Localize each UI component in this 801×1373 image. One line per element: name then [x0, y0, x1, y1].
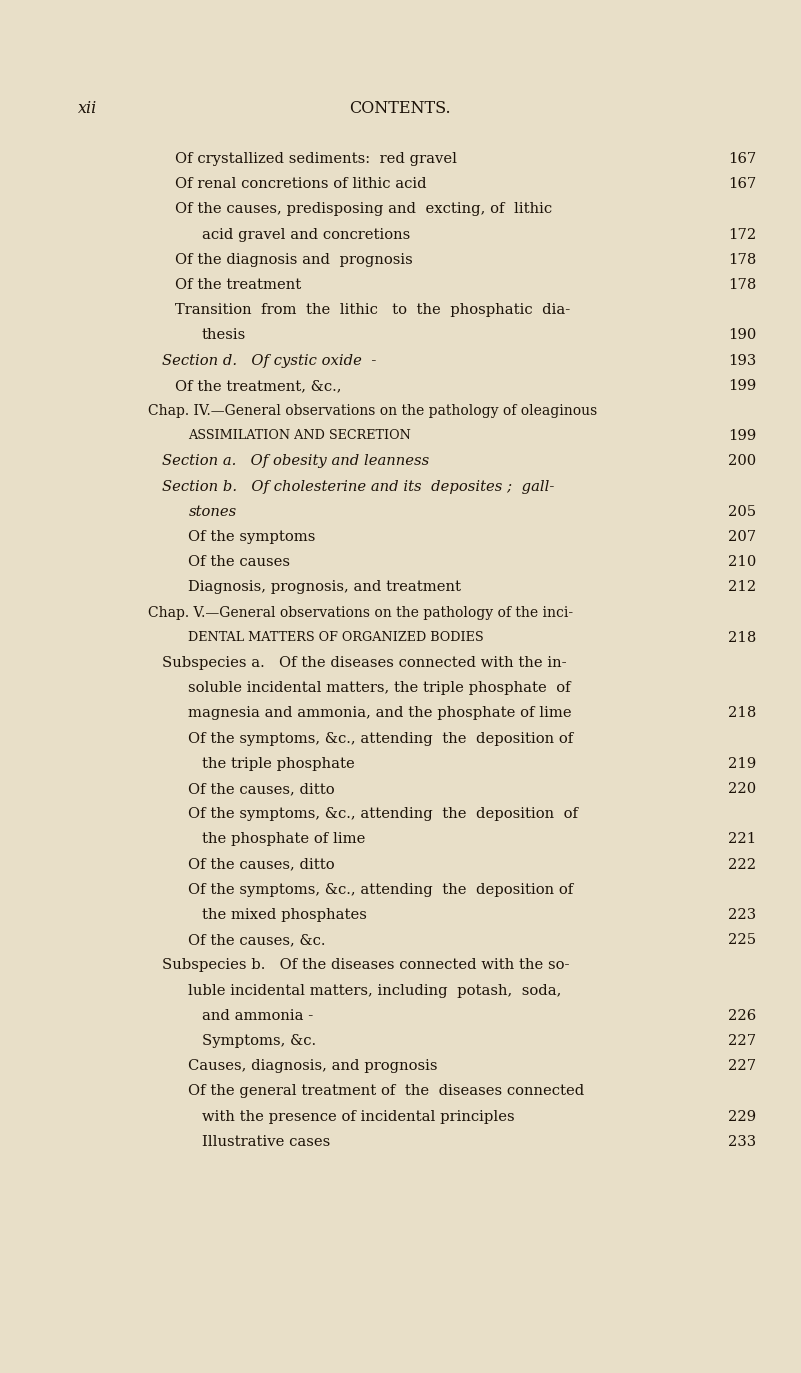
Text: Illustrative cases: Illustrative cases — [202, 1135, 330, 1149]
Text: 218: 218 — [728, 706, 756, 721]
Text: Of the symptoms, &c., attending  the  deposition  of: Of the symptoms, &c., attending the depo… — [188, 807, 578, 821]
Text: with the presence of incidental principles: with the presence of incidental principl… — [202, 1109, 514, 1123]
Text: acid gravel and concretions: acid gravel and concretions — [202, 228, 410, 242]
Text: Subspecies b.   Of the diseases connected with the so-: Subspecies b. Of the diseases connected … — [162, 958, 569, 972]
Text: 219: 219 — [728, 757, 756, 770]
Text: Of the general treatment of  the  diseases connected: Of the general treatment of the diseases… — [188, 1085, 585, 1098]
Text: xii: xii — [78, 100, 97, 117]
Text: CONTENTS.: CONTENTS. — [349, 100, 451, 117]
Text: Of crystallized sediments:  red gravel: Of crystallized sediments: red gravel — [175, 152, 457, 166]
Text: Of the treatment, &c.,: Of the treatment, &c., — [175, 379, 341, 393]
Text: thesis: thesis — [202, 328, 246, 342]
Text: 193: 193 — [728, 354, 756, 368]
Text: Of the diagnosis and  prognosis: Of the diagnosis and prognosis — [175, 253, 413, 266]
Text: Section a.   Of obesity and leanness: Section a. Of obesity and leanness — [162, 454, 429, 468]
Text: Of the symptoms: Of the symptoms — [188, 530, 316, 544]
Text: Of the causes, ditto: Of the causes, ditto — [188, 858, 335, 872]
Text: 199: 199 — [728, 430, 756, 443]
Text: 233: 233 — [728, 1135, 756, 1149]
Text: Chap. IV.—General observations on the pathology of oleaginous: Chap. IV.—General observations on the pa… — [148, 404, 598, 417]
Text: 167: 167 — [728, 152, 756, 166]
Text: Of the treatment: Of the treatment — [175, 277, 301, 292]
Text: Of renal concretions of lithic acid: Of renal concretions of lithic acid — [175, 177, 427, 191]
Text: Of the causes, predisposing and  excting, of  lithic: Of the causes, predisposing and excting,… — [175, 202, 552, 217]
Text: ASSIMILATION AND SECRETION: ASSIMILATION AND SECRETION — [188, 430, 412, 442]
Text: 223: 223 — [728, 908, 756, 923]
Text: Of the symptoms, &c., attending  the  deposition of: Of the symptoms, &c., attending the depo… — [188, 883, 574, 897]
Text: Causes, diagnosis, and prognosis: Causes, diagnosis, and prognosis — [188, 1059, 438, 1074]
Text: luble incidental matters, including  potash,  soda,: luble incidental matters, including pota… — [188, 983, 562, 998]
Text: Subspecies a.   Of the diseases connected with the in-: Subspecies a. Of the diseases connected … — [162, 656, 566, 670]
Text: Chap. V.—General observations on the pathology of the inci-: Chap. V.—General observations on the pat… — [148, 605, 574, 619]
Text: Section d.   Of cystic oxide  -: Section d. Of cystic oxide - — [162, 354, 376, 368]
Text: Of the causes: Of the causes — [188, 555, 291, 570]
Text: 226: 226 — [728, 1009, 756, 1023]
Text: and ammonia -: and ammonia - — [202, 1009, 313, 1023]
Text: Diagnosis, prognosis, and treatment: Diagnosis, prognosis, and treatment — [188, 581, 461, 595]
Text: 200: 200 — [728, 454, 756, 468]
Text: 190: 190 — [728, 328, 756, 342]
Text: 222: 222 — [728, 858, 756, 872]
Text: 172: 172 — [728, 228, 756, 242]
Text: 221: 221 — [728, 832, 756, 846]
Text: the phosphate of lime: the phosphate of lime — [202, 832, 365, 846]
Text: 218: 218 — [728, 630, 756, 645]
Text: Of the causes, ditto: Of the causes, ditto — [188, 783, 335, 796]
Text: Transition  from  the  lithic   to  the  phosphatic  dia-: Transition from the lithic to the phosph… — [175, 303, 570, 317]
Text: 227: 227 — [728, 1059, 756, 1074]
Text: 178: 178 — [728, 253, 756, 266]
Text: stones: stones — [188, 505, 237, 519]
Text: Of the symptoms, &c., attending  the  deposition of: Of the symptoms, &c., attending the depo… — [188, 732, 574, 746]
Text: 205: 205 — [728, 505, 756, 519]
Text: 229: 229 — [728, 1109, 756, 1123]
Text: DENTAL MATTERS OF ORGANIZED BODIES: DENTAL MATTERS OF ORGANIZED BODIES — [188, 630, 484, 644]
Text: 199: 199 — [728, 379, 756, 393]
Text: the mixed phosphates: the mixed phosphates — [202, 908, 367, 923]
Text: magnesia and ammonia, and the phosphate of lime: magnesia and ammonia, and the phosphate … — [188, 706, 572, 721]
Text: 225: 225 — [728, 934, 756, 947]
Text: the triple phosphate: the triple phosphate — [202, 757, 355, 770]
Text: Of the causes, &c.: Of the causes, &c. — [188, 934, 326, 947]
Text: 212: 212 — [728, 581, 756, 595]
Text: soluble incidental matters, the triple phosphate  of: soluble incidental matters, the triple p… — [188, 681, 571, 695]
Text: 178: 178 — [728, 277, 756, 292]
Text: Section b.   Of cholesterine and its  deposites ;  gall-: Section b. Of cholesterine and its depos… — [162, 479, 553, 494]
Text: 220: 220 — [728, 783, 756, 796]
Text: 207: 207 — [728, 530, 756, 544]
Text: Symptoms, &c.: Symptoms, &c. — [202, 1034, 316, 1048]
Text: 227: 227 — [728, 1034, 756, 1048]
Text: 210: 210 — [728, 555, 756, 570]
Text: 167: 167 — [728, 177, 756, 191]
